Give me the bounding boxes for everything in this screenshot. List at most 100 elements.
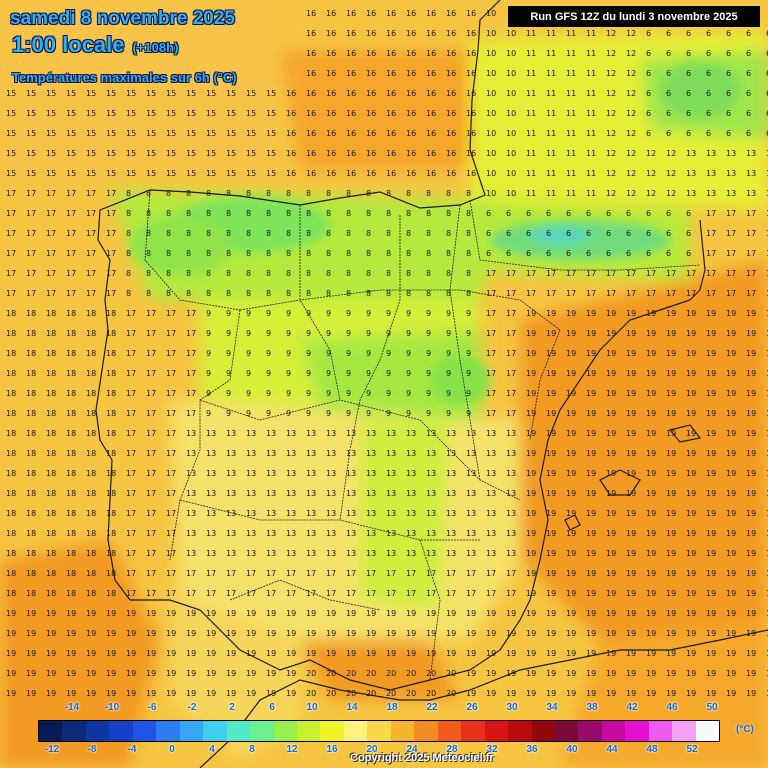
grid-value: 19	[766, 549, 768, 558]
grid-value: 19	[706, 429, 716, 438]
grid-value: 19	[6, 649, 16, 658]
grid-value: 19	[226, 629, 236, 638]
grid-value: 13	[466, 529, 476, 538]
grid-value: 16	[446, 69, 456, 78]
grid-value: 9	[266, 309, 271, 318]
grid-value: 19	[166, 689, 176, 698]
grid-value: 19	[266, 649, 276, 658]
grid-value: 17	[106, 289, 116, 298]
grid-value: 13	[486, 509, 496, 518]
grid-value: 6	[666, 49, 671, 58]
grid-value: 19	[366, 609, 376, 618]
grid-value: 19	[746, 649, 756, 658]
grid-value: 15	[186, 169, 196, 178]
grid-value: 17	[146, 329, 156, 338]
grid-value: 6	[546, 249, 551, 258]
grid-value: 18	[106, 349, 116, 358]
legend-tick-label: -4	[127, 744, 137, 755]
grid-value: 16	[446, 129, 456, 138]
grid-value: 19	[626, 669, 636, 678]
grid-value: 8	[466, 189, 471, 198]
grid-value: 17	[166, 449, 176, 458]
grid-value: 17	[506, 389, 516, 398]
grid-value: 15	[86, 149, 96, 158]
grid-value: 19	[286, 649, 296, 658]
grid-value: 17	[46, 289, 56, 298]
grid-value: 19	[646, 309, 656, 318]
grid-value: 15	[26, 129, 36, 138]
grid-value: 8	[466, 269, 471, 278]
grid-value: 10	[486, 189, 496, 198]
grid-value: 13	[186, 449, 196, 458]
grid-value: 13	[226, 469, 236, 478]
grid-value: 6	[646, 129, 651, 138]
grid-value: 18	[26, 449, 36, 458]
grid-value: 17	[286, 589, 296, 598]
grid-value: 19	[246, 669, 256, 678]
grid-value: 13	[746, 169, 756, 178]
grid-value: 9	[446, 389, 451, 398]
grid-value: 16	[466, 149, 476, 158]
grid-value: 6	[606, 229, 611, 238]
grid-value: 13	[206, 449, 216, 458]
grid-value: 19	[626, 549, 636, 558]
grid-value: 19	[746, 389, 756, 398]
grid-value: 15	[26, 149, 36, 158]
grid-value: 17	[166, 509, 176, 518]
grid-value: 19	[406, 609, 416, 618]
grid-value: 20	[366, 669, 376, 678]
grid-value: 11	[566, 189, 576, 198]
grid-value: 6	[686, 209, 691, 218]
grid-value: 17	[366, 569, 376, 578]
grid-value: 19	[646, 589, 656, 598]
grid-value: 9	[446, 309, 451, 318]
grid-value: 19	[686, 629, 696, 638]
grid-value: 8	[446, 209, 451, 218]
grid-value: 8	[406, 269, 411, 278]
grid-value: 9	[206, 369, 211, 378]
grid-value: 19	[646, 669, 656, 678]
grid-value: 19	[586, 529, 596, 538]
grid-value: 8	[226, 289, 231, 298]
grid-value: 19	[566, 309, 576, 318]
grid-value: 13	[386, 429, 396, 438]
legend-color-cell	[179, 721, 204, 741]
grid-value: 6	[666, 249, 671, 258]
grid-value: 6	[766, 89, 768, 98]
grid-value: 8	[326, 269, 331, 278]
grid-value: 10	[506, 89, 516, 98]
grid-value: 18	[86, 569, 96, 578]
grid-value: 13	[506, 489, 516, 498]
grid-value: 19	[146, 609, 156, 618]
grid-value: 19	[706, 689, 716, 698]
grid-value: 17	[146, 429, 156, 438]
grid-value: 13	[426, 509, 436, 518]
grid-value: 19	[606, 649, 616, 658]
grid-value: 17	[386, 569, 396, 578]
grid-value: 13	[326, 529, 336, 538]
grid-value: 18	[66, 389, 76, 398]
grid-value: 17	[586, 289, 596, 298]
grid-value: 19	[126, 689, 136, 698]
grid-value: 9	[326, 409, 331, 418]
grid-value: 8	[466, 289, 471, 298]
grid-value: 8	[246, 229, 251, 238]
grid-value: 16	[366, 129, 376, 138]
legend-color-cell	[508, 721, 532, 741]
grid-value: 19	[726, 589, 736, 598]
grid-value: 18	[6, 429, 16, 438]
legend-color-cell	[132, 721, 157, 741]
grid-value: 18	[106, 309, 116, 318]
grid-value: 15	[126, 129, 136, 138]
grid-value: 16	[386, 109, 396, 118]
grid-value: 16	[346, 49, 356, 58]
grid-value: 19	[546, 469, 556, 478]
grid-value: 15	[186, 109, 196, 118]
grid-value: 13	[706, 169, 716, 178]
grid-value: 19	[566, 529, 576, 538]
grid-value: 19	[366, 629, 376, 638]
grid-value: 18	[66, 329, 76, 338]
grid-value: 17	[46, 209, 56, 218]
grid-value: 19	[586, 609, 596, 618]
grid-value: 19	[526, 689, 536, 698]
